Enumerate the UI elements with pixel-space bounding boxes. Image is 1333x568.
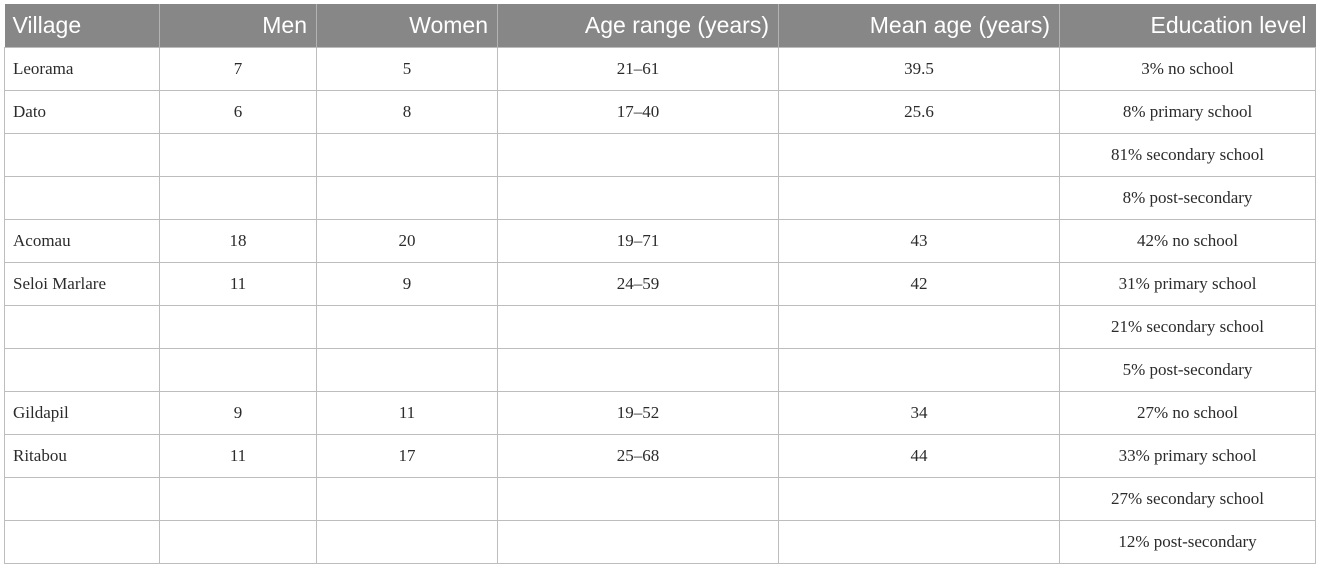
cell-education-level: 33% primary school (1059, 433, 1316, 478)
cell-age-range: 19–52 (497, 390, 779, 435)
cell-mean-age: 43 (778, 218, 1060, 263)
header-mean-age: Mean age (years) (778, 4, 1060, 47)
cell-women: 17 (316, 433, 498, 478)
cell-age-range (497, 347, 779, 392)
header-women: Women (316, 4, 498, 47)
cell-education-level: 8% primary school (1059, 89, 1316, 134)
cell-women (316, 132, 498, 177)
header-village: Village (12, 11, 82, 38)
cell-women: 5 (316, 46, 498, 91)
cell-age-range: 19–71 (497, 218, 779, 263)
cell-men (159, 132, 317, 177)
cell-age-range: 21–61 (497, 46, 779, 91)
cell-women: 11 (316, 390, 498, 435)
cell-village (4, 132, 160, 177)
cell-education-level: 21% secondary school (1059, 304, 1316, 349)
cell-men (159, 476, 317, 521)
cell-age-range (497, 132, 779, 177)
cell-education-level: 27% no school (1059, 390, 1316, 435)
table-row: 12% post-secondary (4, 519, 1316, 564)
cell-women (316, 519, 498, 564)
cell-village: Gildapil (4, 390, 160, 435)
cell-mean-age (778, 132, 1060, 177)
cell-age-range: 24–59 (497, 261, 779, 306)
cell-men (159, 175, 317, 220)
cell-men: 18 (159, 218, 317, 263)
cell-women: 20 (316, 218, 498, 263)
cell-education-level: 8% post-secondary (1059, 175, 1316, 220)
cell-mean-age: 25.6 (778, 89, 1060, 134)
cell-education-level: 81% secondary school (1059, 132, 1316, 177)
header-men: Men (159, 4, 317, 47)
cell-age-range (497, 175, 779, 220)
cell-mean-age (778, 347, 1060, 392)
header-row: Village Men Women Age range (years) Mean… (4, 4, 1316, 47)
cell-education-level: 3% no school (1059, 46, 1316, 91)
cell-men: 7 (159, 46, 317, 91)
cell-village (4, 519, 160, 564)
table-header: Village Men Women Age range (years) Mean… (4, 4, 1316, 47)
participants-table: Village Men Women Age range (years) Mean… (4, 4, 1316, 564)
cell-education-level: 5% post-secondary (1059, 347, 1316, 392)
cell-men (159, 347, 317, 392)
cell-mean-age: 39.5 (778, 46, 1060, 91)
cell-mean-age: 42 (778, 261, 1060, 306)
cell-education-level: 31% primary school (1059, 261, 1316, 306)
cell-age-range: 25–68 (497, 433, 779, 478)
cell-women: 8 (316, 89, 498, 134)
cell-men: 11 (159, 433, 317, 478)
table-row: Ritabou 11 17 25–68 44 33% primary school (4, 433, 1316, 478)
cell-mean-age (778, 304, 1060, 349)
cell-women (316, 175, 498, 220)
cell-women (316, 304, 498, 349)
table-row: 81% secondary school (4, 132, 1316, 177)
cell-village: Dato (4, 89, 160, 134)
table-row: Dato 6 8 17–40 25.6 8% primary school (4, 89, 1316, 134)
cell-age-range (497, 519, 779, 564)
table-row: Gildapil 9 11 19–52 34 27% no school (4, 390, 1316, 435)
cell-men (159, 304, 317, 349)
cell-village: Acomau (4, 218, 160, 263)
cell-village (4, 347, 160, 392)
cell-village: Leorama (4, 46, 160, 91)
cell-mean-age: 34 (778, 390, 1060, 435)
cell-village (4, 476, 160, 521)
table-row: Acomau 18 20 19–71 43 42% no school (4, 218, 1316, 263)
cell-age-range: 17–40 (497, 89, 779, 134)
cell-age-range (497, 304, 779, 349)
cell-women (316, 476, 498, 521)
table-row: 21% secondary school (4, 304, 1316, 349)
cell-education-level: 42% no school (1059, 218, 1316, 263)
cell-women: 9 (316, 261, 498, 306)
cell-village: Seloi Marlare (4, 261, 160, 306)
cell-women (316, 347, 498, 392)
cell-education-level: 27% secondary school (1059, 476, 1316, 521)
cell-men: 6 (159, 89, 317, 134)
cell-men (159, 519, 317, 564)
table-row: Leorama 7 5 21–61 39.5 3% no school (4, 46, 1316, 91)
table-row: 8% post-secondary (4, 175, 1316, 220)
cell-men: 11 (159, 261, 317, 306)
cell-village (4, 175, 160, 220)
cell-mean-age: 44 (778, 433, 1060, 478)
cell-village: Ritabou (4, 433, 160, 478)
table-row: 27% secondary school (4, 476, 1316, 521)
table-row: Seloi Marlare 11 9 24–59 42 31% primary schoo… (4, 261, 1316, 306)
cell-mean-age (778, 476, 1060, 521)
cell-village (4, 304, 160, 349)
header-age-range: Age range (years) (497, 4, 779, 47)
table-row: 5% post-secondary (4, 347, 1316, 392)
header-education-level: Education level (1059, 4, 1316, 47)
cell-mean-age (778, 175, 1060, 220)
cell-men: 9 (159, 390, 317, 435)
cell-age-range (497, 476, 779, 521)
table-body: Leorama 7 5 21–61 39.5 3% no school Dato 6 8 17–4… (4, 46, 1316, 564)
cell-education-level: 12% post-secondary (1059, 519, 1316, 564)
cell-mean-age (778, 519, 1060, 564)
